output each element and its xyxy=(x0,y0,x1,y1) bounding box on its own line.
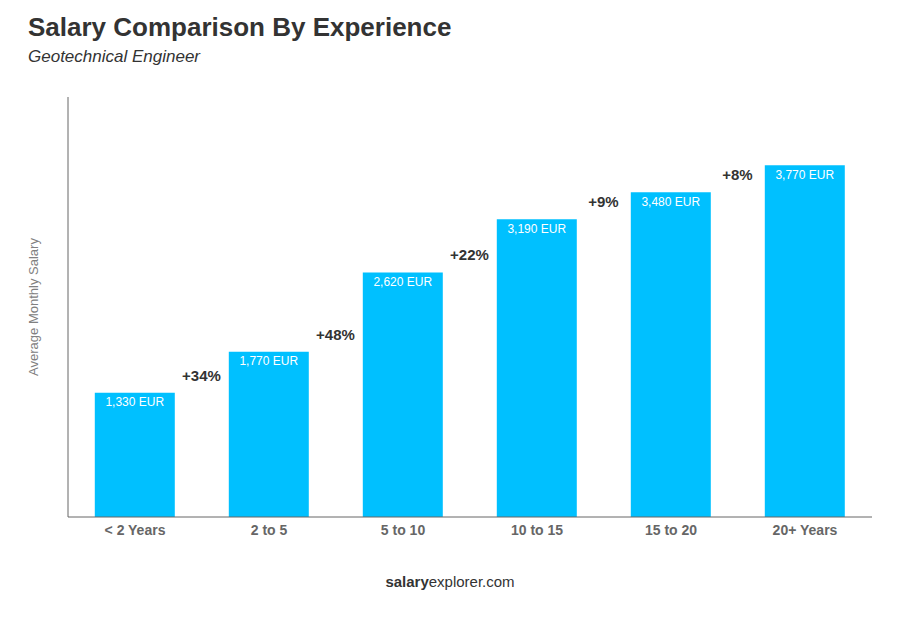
svg-text:3,770 EUR: 3,770 EUR xyxy=(775,168,834,182)
svg-text:3,480 EUR: 3,480 EUR xyxy=(641,195,700,209)
html-text:Geotechnical Engineer: Geotechnical Engineer xyxy=(28,47,200,66)
svg-text:+34%: +34% xyxy=(182,367,221,384)
svg-text:15 to 20: 15 to 20 xyxy=(645,522,697,538)
svg-text:Average Monthly Salary: Average Monthly Salary xyxy=(26,238,41,376)
html-text:salary explorer.com: salary explorer.com xyxy=(385,573,515,590)
svg-text:+48%: +48% xyxy=(316,326,355,343)
svg-text:10 to 15: 10 to 15 xyxy=(511,522,563,538)
svg-text:2,620 EUR: 2,620 EUR xyxy=(373,275,432,289)
svg-text:2 to 5: 2 to 5 xyxy=(251,522,288,538)
svg-text:5 to 10: 5 to 10 xyxy=(381,522,426,538)
svg-text:3,190 EUR: 3,190 EUR xyxy=(507,222,566,236)
svg-text:20+ Years: 20+ Years xyxy=(773,522,838,538)
svg-text:1,330 EUR: 1,330 EUR xyxy=(105,395,164,409)
svg-text:1,770 EUR: 1,770 EUR xyxy=(239,354,298,368)
svg-text:+8%: +8% xyxy=(722,166,752,183)
svg-text:< 2 Years: < 2 Years xyxy=(105,522,166,538)
svg-text:+9%: +9% xyxy=(588,193,618,210)
svg-text:+22%: +22% xyxy=(450,246,489,263)
html-text:Salary Comparison By Experienc: Salary Comparison By Experience xyxy=(28,12,452,42)
